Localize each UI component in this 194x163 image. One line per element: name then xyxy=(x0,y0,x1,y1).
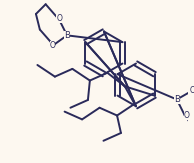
Text: O: O xyxy=(189,86,194,95)
Text: B: B xyxy=(64,31,70,40)
Text: O: O xyxy=(49,41,55,50)
Text: B: B xyxy=(174,95,180,104)
Text: O: O xyxy=(56,14,62,23)
Text: O: O xyxy=(184,111,190,120)
